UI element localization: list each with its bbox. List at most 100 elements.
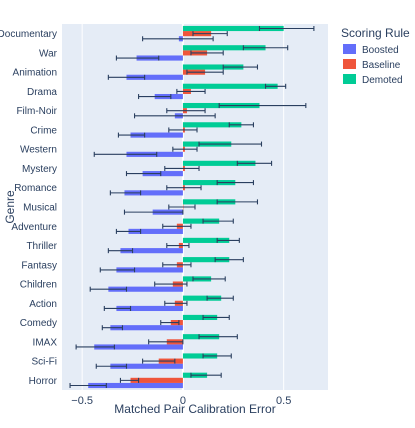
bar-demoted	[182, 353, 218, 359]
legend-title: Scoring Rule	[341, 26, 410, 40]
error-bar	[236, 160, 273, 166]
bar-boosted	[88, 382, 183, 389]
bar-boosted	[116, 267, 183, 273]
bar-demoted	[182, 218, 220, 224]
error-bar	[142, 36, 214, 42]
error-bar	[216, 199, 259, 205]
y-tick-label: Adventure	[11, 222, 57, 233]
error-bar	[264, 83, 287, 89]
bar-boosted	[120, 248, 183, 254]
legend-item[interactable]: Demoted	[343, 74, 403, 86]
y-tick-label: Children	[20, 280, 57, 291]
bar-boosted	[128, 228, 183, 234]
y-tick-label: Drama	[27, 87, 57, 98]
error-bar	[119, 377, 140, 383]
legend-label: Baseline	[362, 60, 401, 71]
error-bar	[99, 267, 136, 273]
error-bar	[160, 320, 180, 326]
error-bar	[190, 50, 224, 56]
bar-demoted	[182, 160, 256, 166]
x-tick-label: 0.5	[276, 395, 291, 407]
y-tick-label: Crime	[30, 125, 57, 136]
bar-demoted	[182, 199, 236, 205]
error-bar	[133, 113, 216, 119]
error-bar	[168, 127, 198, 133]
y-tick-label: Action	[29, 299, 57, 310]
bar-demoted	[182, 257, 230, 263]
error-bar	[222, 64, 259, 70]
y-tick-labels: Documentary War Animation Drama Film-Noir Cri…	[0, 29, 58, 387]
error-bar	[216, 237, 240, 243]
error-bar	[186, 69, 224, 75]
error-bar	[206, 295, 234, 301]
error-bar	[216, 180, 254, 186]
y-tick-label: Thriller	[26, 241, 57, 252]
legend-swatch	[343, 59, 356, 69]
error-bar	[123, 209, 184, 215]
error-bar	[192, 31, 228, 37]
y-tick-label: War	[39, 48, 58, 59]
bar-demoted	[182, 314, 218, 321]
bar-demoted	[182, 64, 244, 70]
error-bar	[115, 228, 142, 234]
y-tick-label: IMAX	[33, 337, 58, 348]
error-bar	[202, 218, 234, 224]
y-tick-label: Film-Noir	[16, 106, 57, 117]
legend-item[interactable]: Baseline	[343, 59, 401, 71]
bar-demoted	[182, 237, 230, 243]
error-bar	[117, 132, 146, 138]
error-bar	[198, 334, 238, 340]
y-tick-label: Horror	[29, 376, 58, 387]
bar-boosted	[110, 363, 183, 369]
error-bar	[166, 185, 202, 191]
bar-boosted	[116, 305, 183, 312]
error-bar	[164, 300, 188, 306]
error-bar	[198, 141, 263, 147]
error-bar	[107, 74, 146, 80]
error-bar	[107, 248, 134, 254]
error-bar	[89, 286, 128, 292]
error-bar	[242, 45, 289, 51]
error-bar	[202, 353, 232, 359]
error-bar	[103, 305, 132, 311]
y-tick-label: Documentary	[0, 29, 57, 40]
legend-label: Boosted	[362, 45, 399, 56]
legend-swatch	[343, 74, 356, 84]
x-tick-label: −0.5	[71, 395, 93, 407]
bar-baseline	[130, 377, 183, 383]
error-bar	[75, 344, 115, 350]
bar-boosted	[126, 74, 183, 80]
error-bar	[166, 243, 190, 249]
error-bar	[190, 372, 222, 378]
error-bar	[192, 276, 226, 282]
error-bar	[162, 262, 192, 268]
error-bar	[214, 257, 244, 263]
error-bar	[258, 25, 315, 31]
bar-boosted	[142, 171, 183, 177]
y-axis-title: Genre	[3, 190, 17, 224]
y-tick-label: Fantasy	[21, 260, 57, 271]
error-bar	[93, 151, 158, 157]
error-bar	[168, 204, 196, 210]
x-tick-labels: −0.5 0 0.5	[71, 395, 291, 407]
y-tick-label: Romance	[14, 183, 57, 194]
y-tick-label: Mystery	[22, 164, 57, 175]
bar-demoted	[182, 25, 284, 32]
error-bar	[138, 94, 172, 100]
bar-demoted	[182, 180, 236, 186]
x-axis-title: Matched Pair Calibration Error	[114, 402, 275, 416]
error-bar	[162, 223, 192, 229]
y-tick-label: Western	[20, 145, 57, 156]
error-bar	[164, 165, 200, 171]
y-tick-label: Comedy	[20, 318, 57, 329]
legend-item[interactable]: Boosted	[343, 44, 399, 56]
bar-demoted	[182, 83, 278, 89]
error-bars-layer	[69, 25, 315, 389]
bar-boosted	[108, 286, 183, 292]
y-tick-label: Musical	[23, 203, 57, 214]
bar-boosted	[110, 325, 183, 331]
bar-boosted	[94, 344, 183, 350]
error-bar	[154, 281, 188, 287]
